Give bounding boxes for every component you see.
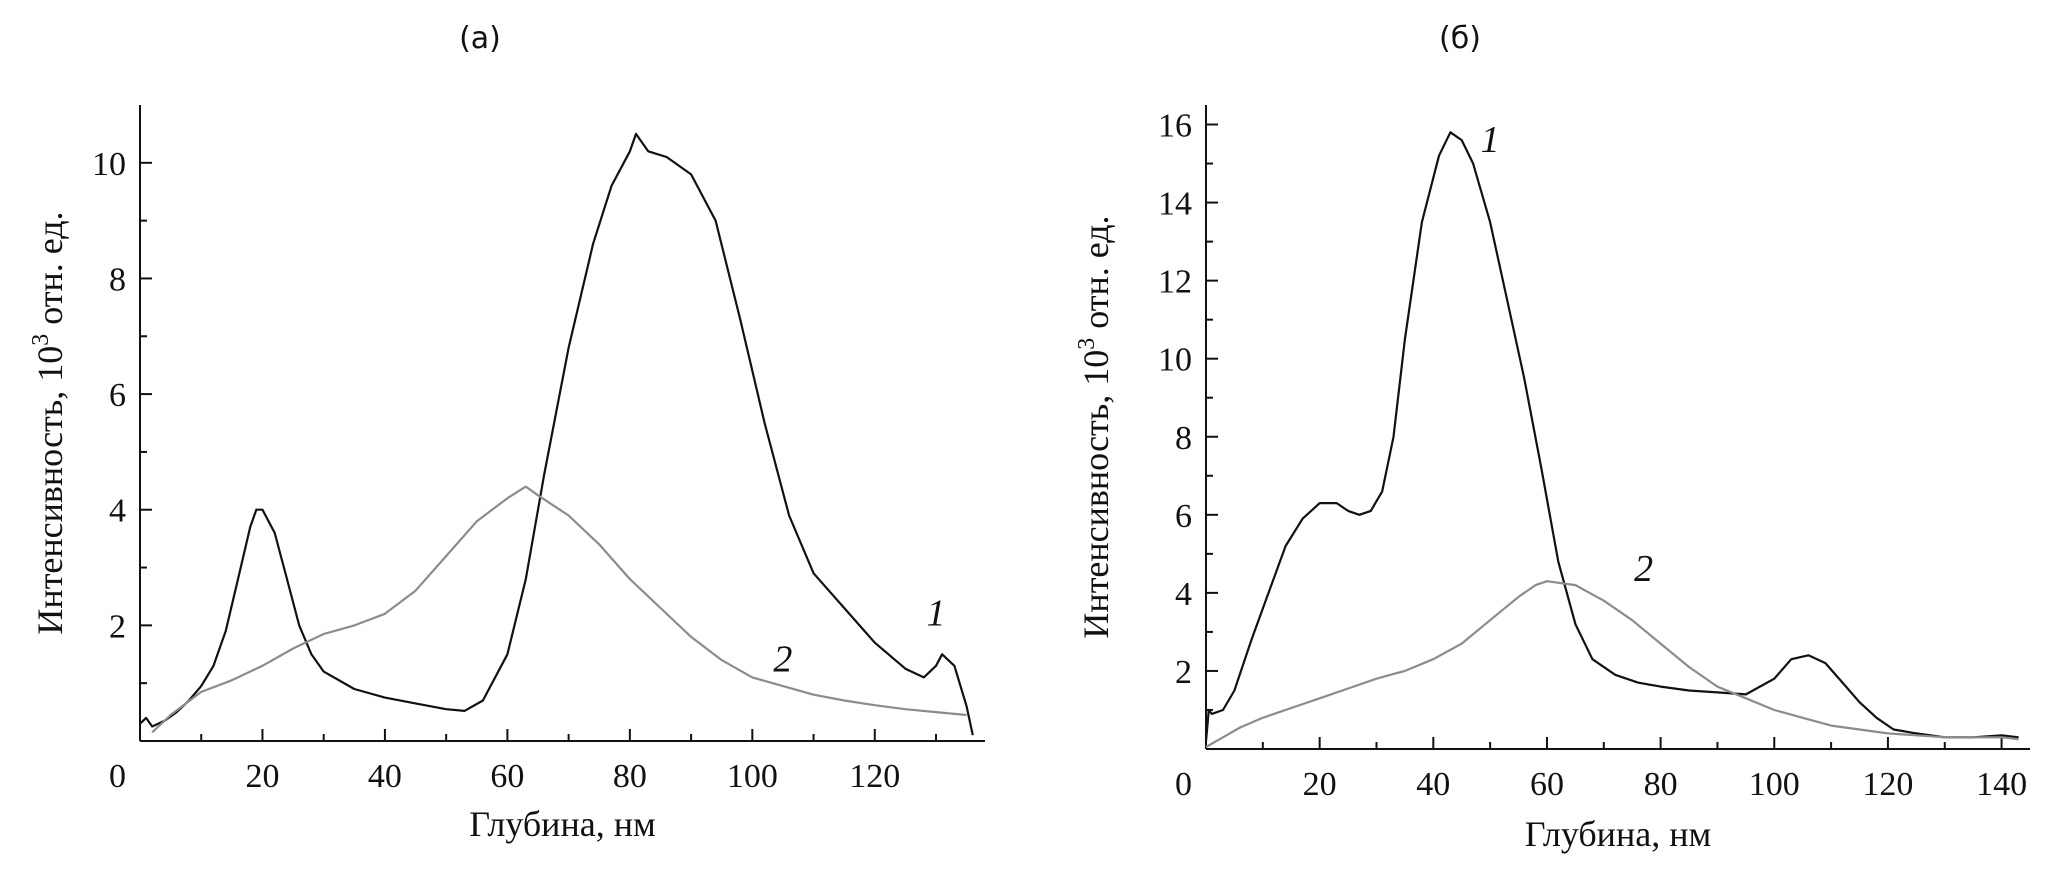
y-axis-title-exponent: 3 <box>28 334 54 346</box>
x-axis-title: Глубина, нм <box>1525 814 1711 854</box>
x-axis-title: Глубина, нм <box>469 804 655 844</box>
x-tick-label: 40 <box>368 758 402 795</box>
x-tick-label: 140 <box>1976 766 2027 803</box>
x-tick-label: 100 <box>1749 766 1800 803</box>
chart-b: (б)0 20 40 60 80 100 120 140246810121416Глубина… <box>1074 21 2030 854</box>
y-tick-label: 10 <box>92 146 126 183</box>
panel-label: (а) <box>459 21 501 56</box>
y-tick-label: 10 <box>1158 342 1192 379</box>
y-axis-title-suffix: отн. ед. <box>30 211 70 333</box>
y-tick-label: 8 <box>1175 420 1192 457</box>
y-axis-title: Интенсивность, 103 отн. ед. <box>1074 215 1116 638</box>
x-tick-label: 60 <box>490 758 524 795</box>
y-tick-label: 4 <box>109 493 126 530</box>
x-tick-label: 120 <box>1862 766 1913 803</box>
x-tick-label: 120 <box>849 758 900 795</box>
y-tick-label: 8 <box>109 261 126 298</box>
series-2-line <box>1205 580 2019 748</box>
series-1-label: 1 <box>927 592 946 634</box>
x-tick-label: 20 <box>245 758 279 795</box>
y-tick-label: 2 <box>109 608 126 645</box>
y-axis-title-exponent: 3 <box>1074 338 1100 350</box>
x-tick-label: 60 <box>1530 766 1564 803</box>
x-tick-label: 80 <box>1644 766 1678 803</box>
x-tick-label: 100 <box>727 758 778 795</box>
panel-label: (б) <box>1439 21 1481 56</box>
series-2-line <box>151 485 967 734</box>
y-tick-label: 6 <box>109 377 126 414</box>
x-tick-label: 80 <box>613 758 647 795</box>
y-axis-title: Интенсивность, 103 отн. ед. <box>28 211 70 634</box>
series-1-label: 1 <box>1481 119 1500 161</box>
series-1-line <box>1204 131 2019 742</box>
series-2-label: 2 <box>1634 548 1653 590</box>
y-axis-title-main: Интенсивность, 10 <box>1076 350 1116 639</box>
y-tick-label: 16 <box>1158 108 1192 145</box>
series-2-label: 2 <box>773 639 792 681</box>
y-tick-label: 4 <box>1175 576 1192 613</box>
series-1-line <box>139 132 974 736</box>
origin-label: 0 <box>109 758 126 795</box>
x-tick-label: 40 <box>1416 766 1450 803</box>
y-axis-title-suffix: отн. ед. <box>1076 215 1116 337</box>
x-tick-label: 20 <box>1303 766 1337 803</box>
y-tick-label: 6 <box>1175 498 1192 535</box>
y-tick-label: 2 <box>1175 654 1192 691</box>
y-axis-title-main: Интенсивность, 10 <box>30 346 70 635</box>
origin-label: 0 <box>1175 766 1192 803</box>
chart-a: (а) 0 20 40 60 80 100 120 2 4 6 8 10 Глубина, нм Интен… <box>28 21 985 844</box>
y-tick-label: 12 <box>1158 264 1192 301</box>
y-tick-label: 14 <box>1158 186 1192 223</box>
